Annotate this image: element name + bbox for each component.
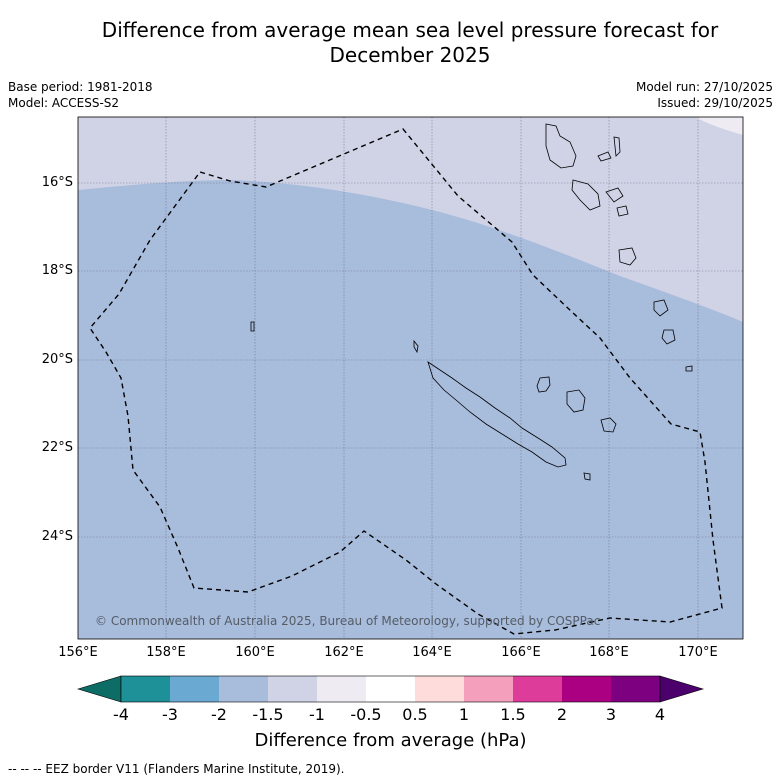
chesterfield-islands — [250, 321, 255, 332]
model-run: Model run: 27/10/2025 — [635, 80, 773, 94]
colorbar-bin-11 — [611, 676, 660, 702]
colorbar-bin-6 — [366, 676, 415, 702]
mare-island — [600, 417, 617, 433]
meta-left: Base period: 1981-2018 Model: ACCESS-S2 — [8, 79, 153, 111]
colorbar-bin-9 — [513, 676, 562, 702]
espiritu-santo — [545, 123, 577, 169]
colorbar-bin-8 — [464, 676, 513, 702]
lat-tick: 18°S — [41, 263, 73, 278]
colorbar-tick: -1 — [309, 705, 325, 724]
map-frame — [77, 116, 744, 640]
model-name: Model: ACCESS-S2 — [8, 96, 120, 110]
colorbar-bin-1 — [121, 676, 170, 702]
colorbar-tick: 0.5 — [402, 705, 428, 724]
lon-tick: 158°E — [146, 645, 186, 660]
base-period: Base period: 1981-2018 — [8, 80, 153, 94]
ambrym-island — [605, 187, 624, 203]
field-minus1 — [695, 117, 743, 135]
colorbar-bin-2 — [170, 676, 219, 702]
colorbar-tick: -4 — [113, 705, 129, 724]
colorbar-extend-low — [76, 675, 122, 703]
colorbar-tick: 3 — [605, 705, 617, 724]
meta-right: Model run: 27/10/2025 Issued: 29/10/2025 — [636, 79, 773, 111]
aneityum-island — [685, 365, 693, 372]
ouvea-island — [536, 376, 551, 393]
lon-tick: 156°E — [58, 645, 98, 660]
colorbar-tick: -0.5 — [350, 705, 382, 724]
title-line-2: December 2025 — [329, 43, 491, 67]
lon-tick: 164°E — [412, 645, 452, 660]
colorbar-tick: -1.5 — [252, 705, 284, 724]
new-caledonia — [427, 361, 567, 468]
map-area — [78, 117, 743, 639]
issued-date: Issued: 29/10/2025 — [657, 96, 773, 110]
colorbar-tick: 1.5 — [500, 705, 526, 724]
lon-tick: 162°E — [324, 645, 364, 660]
lon-tick: 170°E — [678, 645, 718, 660]
colorbar-bin-10 — [562, 676, 611, 702]
colorbar-bin-7 — [415, 676, 464, 702]
maewo-island — [597, 151, 612, 162]
tanna-island — [661, 329, 676, 345]
field-minus1-5 — [78, 117, 743, 322]
colorbar-tick: -2 — [211, 705, 227, 724]
lat-tick: 22°S — [41, 440, 73, 455]
lon-tick: 166°E — [501, 645, 541, 660]
epi-island — [616, 205, 629, 217]
colorbar-bin-4 — [268, 676, 317, 702]
colorbar-tick: 2 — [556, 705, 568, 724]
eez-footnote: -- -- -- EEZ border V11 (Flanders Marine… — [8, 762, 345, 776]
colorbar-tick: 4 — [654, 705, 666, 724]
copyright-notice: © Commonwealth of Australia 2025, Bureau… — [95, 614, 601, 628]
lat-tick: 20°S — [41, 352, 73, 367]
colorbar — [76, 675, 705, 703]
colorbar-tick: 1 — [458, 705, 470, 724]
graticule — [78, 117, 743, 639]
isle-of-pines — [583, 472, 591, 481]
lon-tick: 168°E — [589, 645, 629, 660]
erromango-island — [653, 299, 669, 317]
lat-tick: 16°S — [41, 175, 73, 190]
map-title: Difference from average mean sea level p… — [40, 18, 780, 68]
colorbar-extend-high — [659, 675, 705, 703]
pentecost-island — [613, 136, 621, 157]
lifou-island — [566, 389, 586, 413]
colorbar-bin-3 — [219, 676, 268, 702]
lon-tick: 160°E — [235, 645, 275, 660]
malakula — [571, 179, 601, 211]
efate-island — [618, 247, 637, 266]
belep-island — [413, 339, 419, 354]
title-line-1: Difference from average mean sea level p… — [101, 18, 719, 42]
colorbar-bin-5 — [317, 676, 366, 702]
coastlines — [250, 123, 693, 481]
colorbar-frame — [120, 675, 661, 703]
colorbar-label: Difference from average (hPa) — [254, 730, 527, 751]
lat-tick: 24°S — [41, 529, 73, 544]
colorbar-tick: -3 — [162, 705, 178, 724]
